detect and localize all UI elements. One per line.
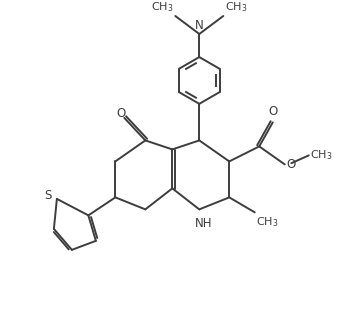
Text: CH$_3$: CH$_3$ [225,1,247,14]
Text: N: N [195,20,204,32]
Text: NH: NH [195,217,213,230]
Text: CH$_3$: CH$_3$ [151,1,174,14]
Text: O: O [268,105,277,118]
Text: CH$_3$: CH$_3$ [310,148,333,162]
Text: CH$_3$: CH$_3$ [256,215,279,229]
Text: O: O [286,158,295,171]
Text: O: O [116,107,125,120]
Text: S: S [44,189,51,202]
